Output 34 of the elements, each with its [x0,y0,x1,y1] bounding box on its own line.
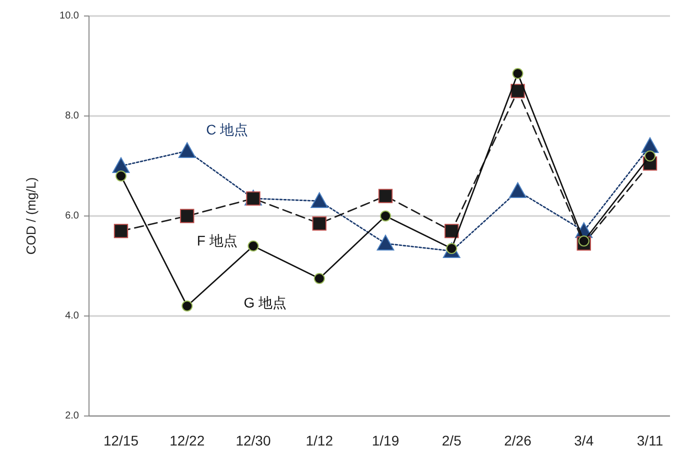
x-tick-label: 12/30 [236,432,271,449]
point [312,216,326,231]
y-axis-title: COD / (mg/L) [23,177,38,255]
y-tick-label: 6.0 [65,210,80,222]
point [310,192,328,208]
y-tick-label: 10.0 [60,10,80,22]
x-tick-label: 2/26 [504,432,532,449]
x-tick-label: 12/15 [103,432,139,449]
point [180,208,194,224]
point [376,234,394,251]
point [178,142,196,158]
y-tick-label: 8.0 [65,110,80,122]
point [512,68,524,79]
point [509,182,526,198]
point [116,170,126,182]
x-tick-label: 3/11 [636,432,664,449]
y-tick-label: 4.0 [65,310,80,322]
x-tick-label: 12/22 [170,432,205,449]
x-tick-label: 1/12 [306,432,334,449]
point [248,240,259,252]
x-tick-label: 3/4 [574,432,594,449]
text: G 地点 [244,294,287,311]
series-label: F 地点 [196,232,238,249]
point [644,150,656,162]
x-tick-label: 2/5 [442,432,462,449]
point [380,210,391,222]
point [314,273,325,284]
y-tick-label: 2.0 [65,410,80,422]
point [182,300,193,312]
point [444,224,459,238]
x-tick-label: 1/19 [372,432,400,449]
series-label: C 地点 [206,122,248,138]
point [114,224,128,238]
point [378,188,393,204]
